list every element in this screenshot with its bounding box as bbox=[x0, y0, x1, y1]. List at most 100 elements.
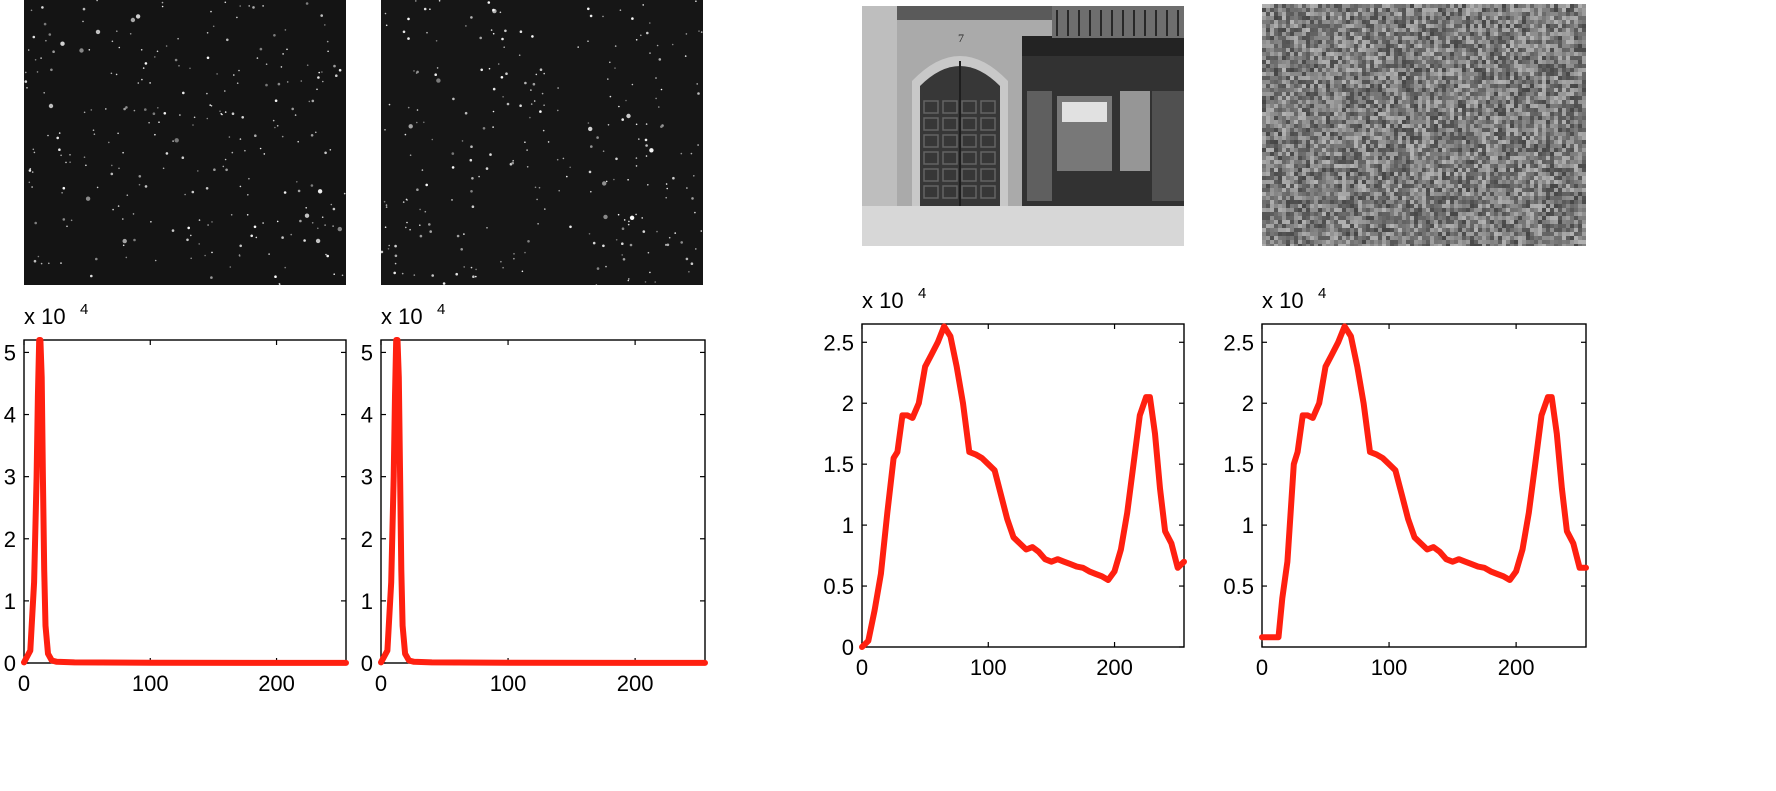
noise-cell bbox=[1282, 4, 1286, 8]
noise-cell bbox=[1566, 28, 1570, 32]
noise-cell bbox=[1270, 72, 1274, 76]
noise-cell bbox=[1558, 40, 1562, 44]
noise-cell bbox=[1506, 192, 1510, 196]
noise-cell bbox=[1314, 156, 1318, 160]
noise-cell bbox=[1294, 192, 1298, 196]
noise-cell bbox=[1414, 116, 1418, 120]
star-dot bbox=[615, 157, 618, 161]
noise-cell bbox=[1526, 168, 1530, 172]
noise-cell bbox=[1478, 136, 1482, 140]
noise-cell bbox=[1434, 52, 1438, 56]
noise-cell bbox=[1390, 180, 1394, 184]
noise-cell bbox=[1306, 144, 1310, 148]
noise-cell bbox=[1438, 124, 1442, 128]
noise-cell bbox=[1262, 24, 1266, 28]
noise-cell bbox=[1526, 216, 1530, 220]
noise-cell bbox=[1522, 180, 1526, 184]
noise-cell bbox=[1518, 100, 1522, 104]
noise-cell bbox=[1302, 200, 1306, 204]
noise-cell bbox=[1482, 140, 1486, 144]
noise-cell bbox=[1490, 40, 1494, 44]
noise-cell bbox=[1378, 200, 1382, 204]
noise-cell bbox=[1426, 220, 1430, 224]
noise-cell bbox=[1274, 196, 1278, 200]
noise-cell bbox=[1306, 84, 1310, 88]
star-dot bbox=[236, 82, 239, 84]
noise-cell bbox=[1350, 72, 1354, 76]
noise-cell bbox=[1502, 108, 1506, 112]
noise-cell bbox=[1306, 180, 1310, 184]
noise-cell bbox=[1570, 196, 1574, 200]
noise-cell bbox=[1378, 40, 1382, 44]
noise-cell bbox=[1306, 212, 1310, 216]
noise-cell bbox=[1462, 184, 1466, 188]
noise-cell bbox=[1450, 112, 1454, 116]
noise-cell bbox=[1466, 52, 1470, 56]
noise-cell bbox=[1374, 24, 1378, 28]
noise-cell bbox=[1350, 112, 1354, 116]
noise-cell bbox=[1478, 144, 1482, 148]
noise-cell bbox=[1394, 80, 1398, 84]
noise-cell bbox=[1518, 144, 1522, 148]
noise-cell bbox=[1534, 16, 1538, 20]
noise-cell bbox=[1266, 56, 1270, 60]
noise-cell bbox=[1262, 140, 1266, 144]
noise-cell bbox=[1278, 108, 1282, 112]
noise-cell bbox=[1266, 216, 1270, 220]
noise-cell bbox=[1442, 216, 1446, 220]
noise-cell bbox=[1334, 116, 1338, 120]
noise-cell bbox=[1354, 164, 1358, 168]
noise-cell bbox=[1502, 136, 1506, 140]
noise-cell bbox=[1442, 148, 1446, 152]
noise-cell bbox=[1298, 76, 1302, 80]
noise-cell bbox=[1470, 72, 1474, 76]
noise-cell bbox=[1578, 12, 1582, 16]
noise-cell bbox=[1562, 56, 1566, 60]
noise-cell bbox=[1338, 180, 1342, 184]
noise-cell bbox=[1294, 176, 1298, 180]
noise-cell bbox=[1370, 212, 1374, 216]
noise-cell bbox=[1402, 176, 1406, 180]
noise-cell bbox=[1486, 88, 1490, 92]
noise-cell bbox=[1518, 24, 1522, 28]
noise-cell bbox=[1402, 68, 1406, 72]
noise-cell bbox=[1326, 148, 1330, 152]
noise-cell bbox=[1466, 80, 1470, 84]
noise-cell bbox=[1374, 164, 1378, 168]
noise-cell bbox=[1374, 64, 1378, 68]
noise-cell bbox=[1546, 196, 1550, 200]
noise-cell bbox=[1482, 168, 1486, 172]
noise-cell bbox=[1554, 132, 1558, 136]
noise-cell bbox=[1422, 72, 1426, 76]
star-dot bbox=[519, 30, 523, 33]
noise-cell bbox=[1370, 136, 1374, 140]
noise-cell bbox=[1514, 208, 1518, 212]
star-dot bbox=[666, 187, 668, 190]
noise-cell bbox=[1474, 40, 1478, 44]
noise-cell bbox=[1574, 192, 1578, 196]
noise-cell bbox=[1458, 40, 1462, 44]
noise-cell bbox=[1538, 172, 1542, 176]
noise-cell bbox=[1454, 200, 1458, 204]
noise-cell bbox=[1278, 96, 1282, 100]
noise-cell bbox=[1470, 76, 1474, 80]
noise-cell bbox=[1378, 52, 1382, 56]
noise-cell bbox=[1558, 124, 1562, 128]
star-dot bbox=[60, 41, 65, 46]
star-dot bbox=[150, 221, 152, 223]
noise-cell bbox=[1498, 4, 1502, 8]
noise-cell bbox=[1486, 112, 1490, 116]
star-dot bbox=[471, 177, 474, 180]
noise-cell bbox=[1378, 16, 1382, 20]
image-background bbox=[381, 0, 703, 285]
noise-cell bbox=[1326, 108, 1330, 112]
noise-cell bbox=[1450, 60, 1454, 64]
noise-cell bbox=[1486, 196, 1490, 200]
noise-cell bbox=[1558, 180, 1562, 184]
noise-cell bbox=[1390, 100, 1394, 104]
noise-cell bbox=[1498, 216, 1502, 220]
noise-cell bbox=[1330, 152, 1334, 156]
noise-cell bbox=[1382, 152, 1386, 156]
noise-cell bbox=[1514, 116, 1518, 120]
noise-cell bbox=[1410, 184, 1414, 188]
